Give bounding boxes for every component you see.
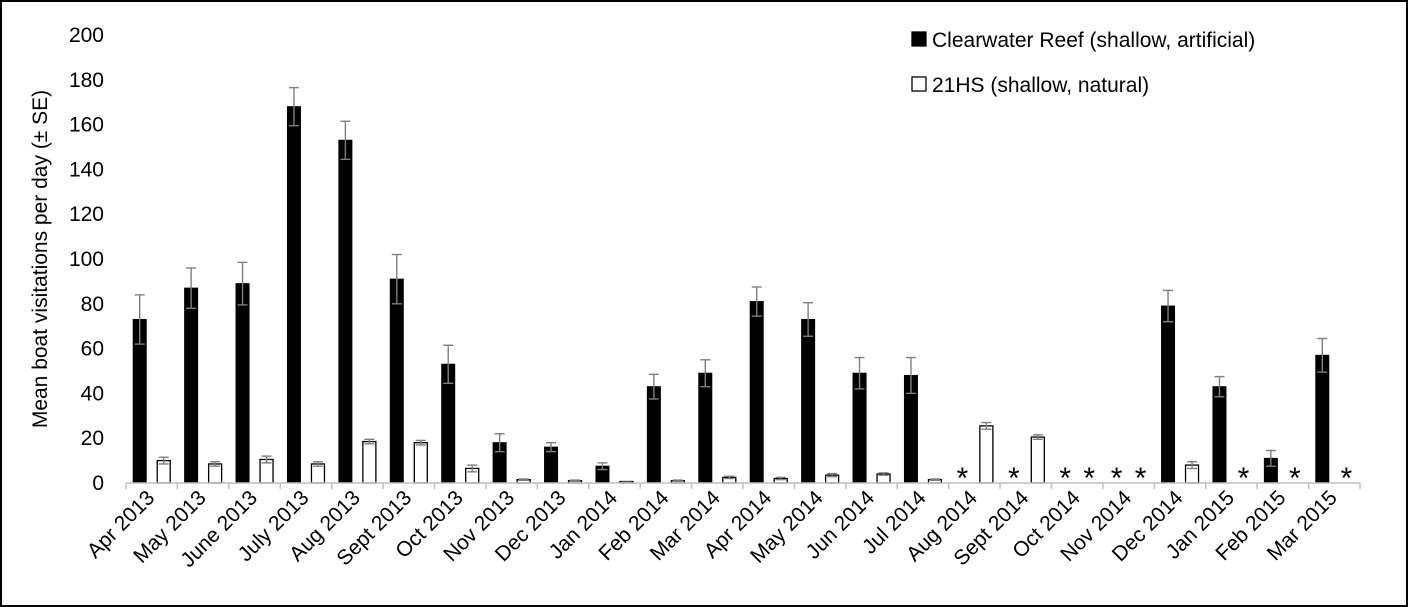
y-tick-label: 80 xyxy=(81,293,104,316)
error-bars-layer xyxy=(134,86,1328,484)
y-tick-label: 180 xyxy=(69,69,104,92)
missing-data-asterisk: * xyxy=(957,462,969,495)
y-tick-label: 100 xyxy=(69,248,104,271)
bar-clearwater-reef xyxy=(1212,386,1227,484)
y-axis-tick-labels: 0 20 40 60 80 100 120 140 160 180 200 xyxy=(69,24,104,495)
bar-21hs xyxy=(979,425,994,484)
bar-clearwater-reef xyxy=(1161,305,1176,484)
bars-layer xyxy=(132,106,1330,484)
legend-label-clearwater-reef: Clearwater Reef (shallow, artificial) xyxy=(932,29,1255,52)
bar-clearwater-reef xyxy=(389,278,404,484)
y-tick-label: 0 xyxy=(92,472,104,495)
y-tick-label: 20 xyxy=(81,427,104,450)
y-tick-label: 60 xyxy=(81,338,104,361)
bar-clearwater-reef xyxy=(801,318,816,484)
bar-clearwater-reef xyxy=(749,301,764,484)
y-tick-label: 120 xyxy=(69,203,104,226)
bar-21hs xyxy=(1030,436,1045,484)
missing-data-asterisk: * xyxy=(1289,462,1301,495)
bar-21hs xyxy=(362,440,377,484)
bar-clearwater-reef xyxy=(544,446,559,484)
bar-clearwater-reef xyxy=(646,386,661,484)
missing-data-asterisk: * xyxy=(1238,462,1250,495)
bar-clearwater-reef xyxy=(338,139,353,484)
y-tick-label: 140 xyxy=(69,158,104,181)
annotation-layer: * * * * * * * * * xyxy=(957,462,1353,495)
missing-data-asterisk: * xyxy=(1059,462,1071,495)
missing-data-asterisk: * xyxy=(1008,462,1020,495)
legend-swatch-21hs xyxy=(911,76,927,92)
y-tick-label: 40 xyxy=(81,382,104,405)
y-tick-label: 160 xyxy=(69,114,104,137)
bar-clearwater-reef xyxy=(286,106,301,484)
missing-data-asterisk: * xyxy=(1340,462,1352,495)
bar-clearwater-reef xyxy=(235,283,250,484)
legend: Clearwater Reef (shallow, artificial) 21H… xyxy=(911,29,1255,97)
bar-21hs xyxy=(413,442,428,484)
bar-clearwater-reef xyxy=(184,287,199,484)
y-axis-title: Mean boat visitations per day (± SE) xyxy=(29,90,52,428)
legend-swatch-clearwater-reef xyxy=(911,31,927,47)
y-tick-label: 200 xyxy=(69,24,104,47)
legend-label-21hs: 21HS (shallow, natural) xyxy=(932,74,1149,97)
bar-clearwater-reef xyxy=(698,372,713,484)
bar-clearwater-reef xyxy=(1315,354,1330,484)
missing-data-asterisk: * xyxy=(1111,462,1123,495)
missing-data-asterisk: * xyxy=(1083,462,1095,495)
missing-data-asterisk: * xyxy=(1135,462,1147,495)
bar-clearwater-reef xyxy=(852,372,867,484)
